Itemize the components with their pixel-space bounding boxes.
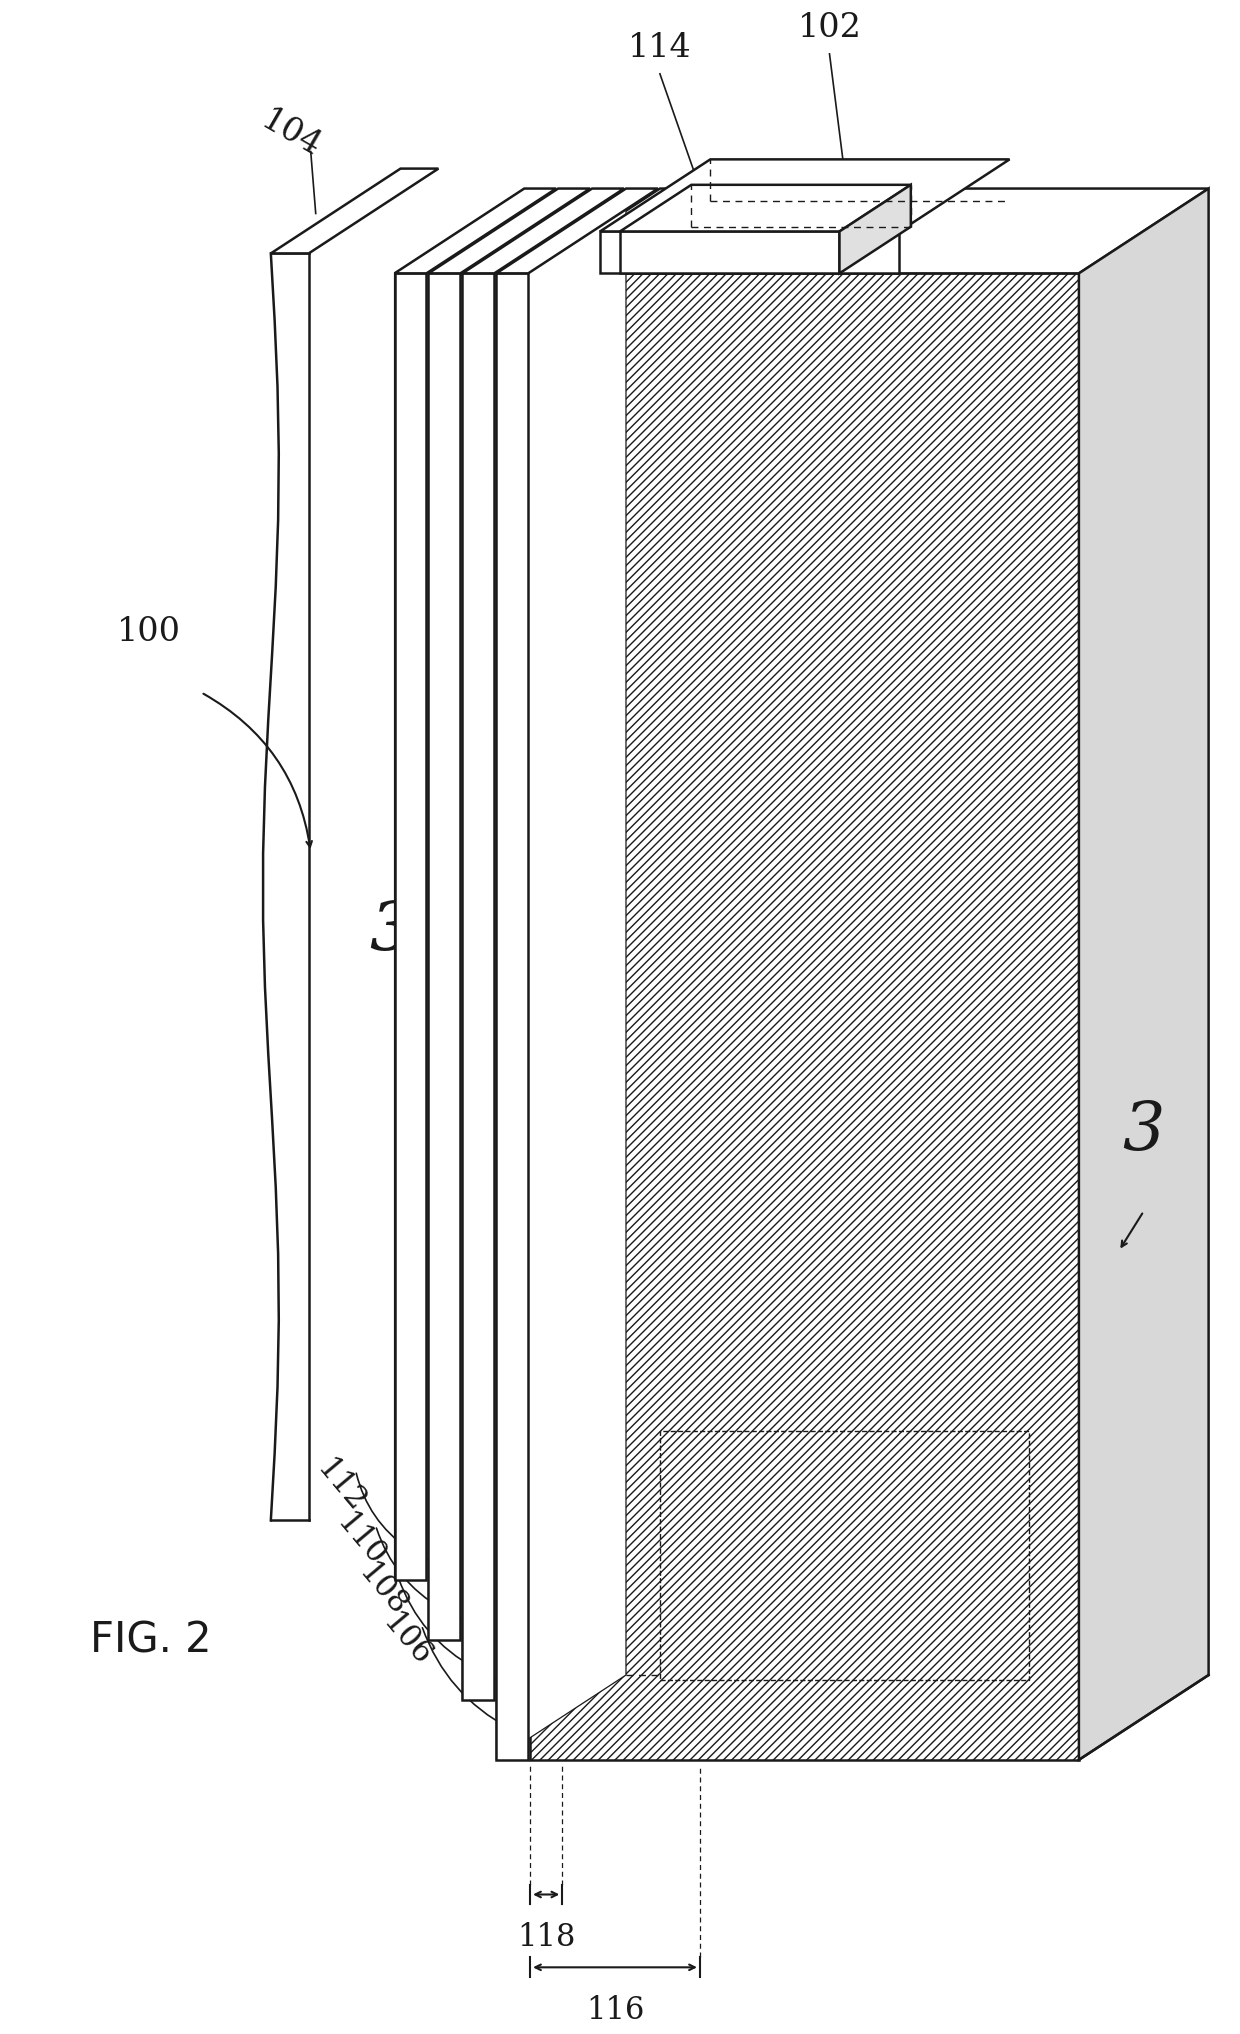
Polygon shape bbox=[531, 189, 1209, 273]
Polygon shape bbox=[531, 273, 1079, 1759]
Polygon shape bbox=[429, 273, 460, 1639]
Polygon shape bbox=[620, 185, 911, 232]
Text: 102: 102 bbox=[797, 12, 862, 45]
Text: 3: 3 bbox=[1122, 1098, 1164, 1163]
Polygon shape bbox=[429, 189, 590, 273]
Text: 108: 108 bbox=[352, 1558, 413, 1623]
Polygon shape bbox=[463, 189, 624, 273]
Polygon shape bbox=[394, 273, 427, 1580]
Polygon shape bbox=[463, 273, 495, 1700]
Text: 118: 118 bbox=[517, 1922, 575, 1953]
Polygon shape bbox=[496, 189, 658, 273]
Text: 112: 112 bbox=[310, 1452, 371, 1517]
Text: 3: 3 bbox=[370, 899, 412, 964]
Polygon shape bbox=[600, 232, 899, 273]
Text: 116: 116 bbox=[585, 1995, 645, 2026]
Polygon shape bbox=[1079, 189, 1209, 1759]
Polygon shape bbox=[620, 232, 839, 273]
Polygon shape bbox=[429, 189, 558, 1639]
Text: FIG. 2: FIG. 2 bbox=[91, 1619, 212, 1662]
Text: 104: 104 bbox=[255, 104, 326, 163]
Polygon shape bbox=[600, 159, 1009, 232]
Polygon shape bbox=[463, 189, 591, 1700]
Text: 106: 106 bbox=[376, 1607, 438, 1672]
Polygon shape bbox=[270, 169, 439, 254]
Polygon shape bbox=[496, 189, 626, 1759]
Polygon shape bbox=[394, 189, 557, 273]
Polygon shape bbox=[496, 273, 528, 1759]
Polygon shape bbox=[394, 189, 525, 1580]
Text: 114: 114 bbox=[629, 33, 692, 63]
Text: 100: 100 bbox=[117, 616, 181, 649]
Text: 110: 110 bbox=[330, 1507, 392, 1572]
Polygon shape bbox=[839, 185, 911, 273]
